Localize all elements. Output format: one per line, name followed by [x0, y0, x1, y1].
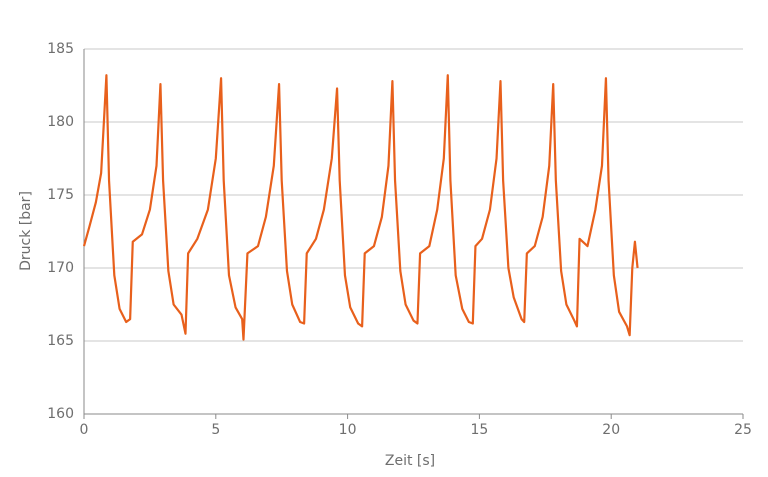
y-tick-label: 180 — [47, 114, 74, 130]
x-axis-label: Zeit [s] — [385, 453, 435, 469]
y-tick-label: 165 — [47, 333, 74, 349]
y-tick-label: 160 — [47, 406, 74, 422]
x-tick-label: 15 — [470, 422, 488, 438]
x-tick-label: 5 — [211, 422, 220, 438]
x-tick-label: 0 — [80, 422, 89, 438]
x-tick-label: 25 — [734, 422, 752, 438]
data-line — [82, 74, 639, 341]
y-tick-label: 170 — [47, 260, 74, 276]
x-tick-label: 20 — [602, 422, 620, 438]
y-tick-label: 185 — [47, 41, 74, 57]
y-tick-label: 175 — [47, 187, 74, 203]
x-tick-label: 10 — [339, 422, 357, 438]
y-axis-label: Druck [bar] — [18, 191, 34, 271]
